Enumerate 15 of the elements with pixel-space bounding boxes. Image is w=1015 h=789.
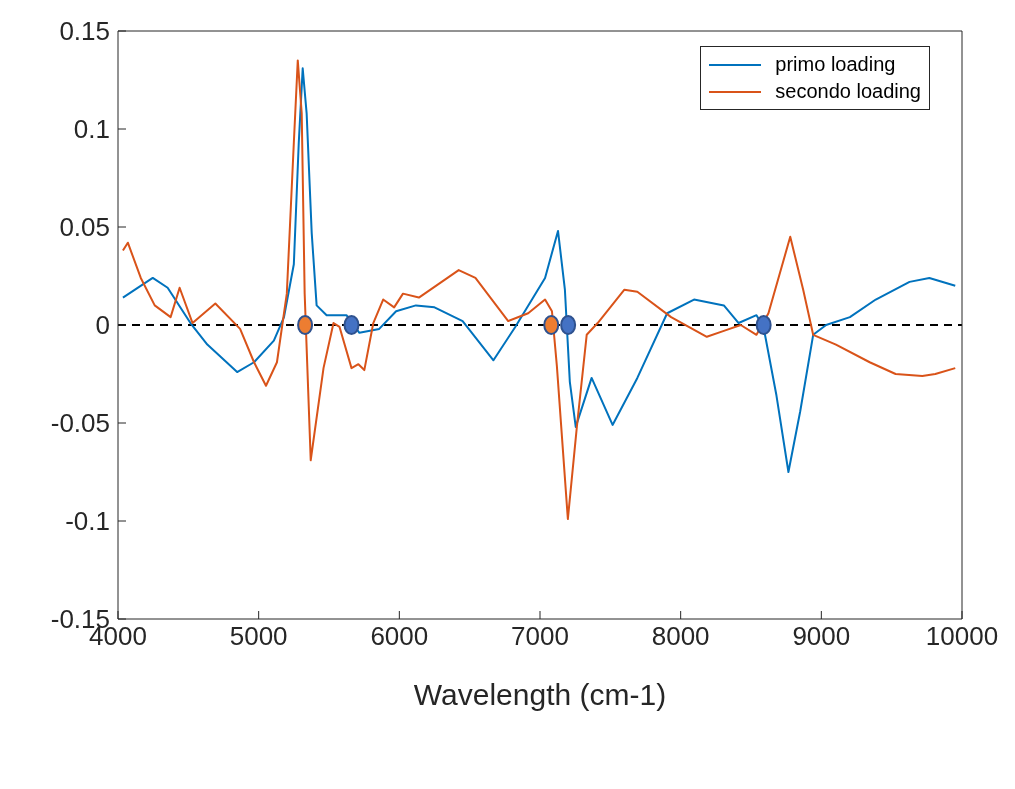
y-tick-label: 0.1 [73,114,110,145]
x-tick-label: 9000 [792,621,851,652]
legend-label: secondo loading [775,79,921,104]
y-tick-label: 0 [95,310,110,341]
y-tick-label: 0.15 [59,16,110,47]
x-tick-label: 8000 [651,621,710,652]
x-tick-label: 5000 [229,621,288,652]
x-axis-title: Wavelength (cm-1) [413,678,667,711]
x-tick-label: 6000 [370,621,429,652]
x-tick-label: 7000 [511,621,569,652]
y-tick-label: -0.05 [50,408,110,439]
y-tick-label: -0.1 [65,506,110,537]
y-tick-label: 0.05 [59,212,110,243]
legend-label: primo loading [775,52,896,77]
x-tick-label: 10000 [925,621,999,652]
